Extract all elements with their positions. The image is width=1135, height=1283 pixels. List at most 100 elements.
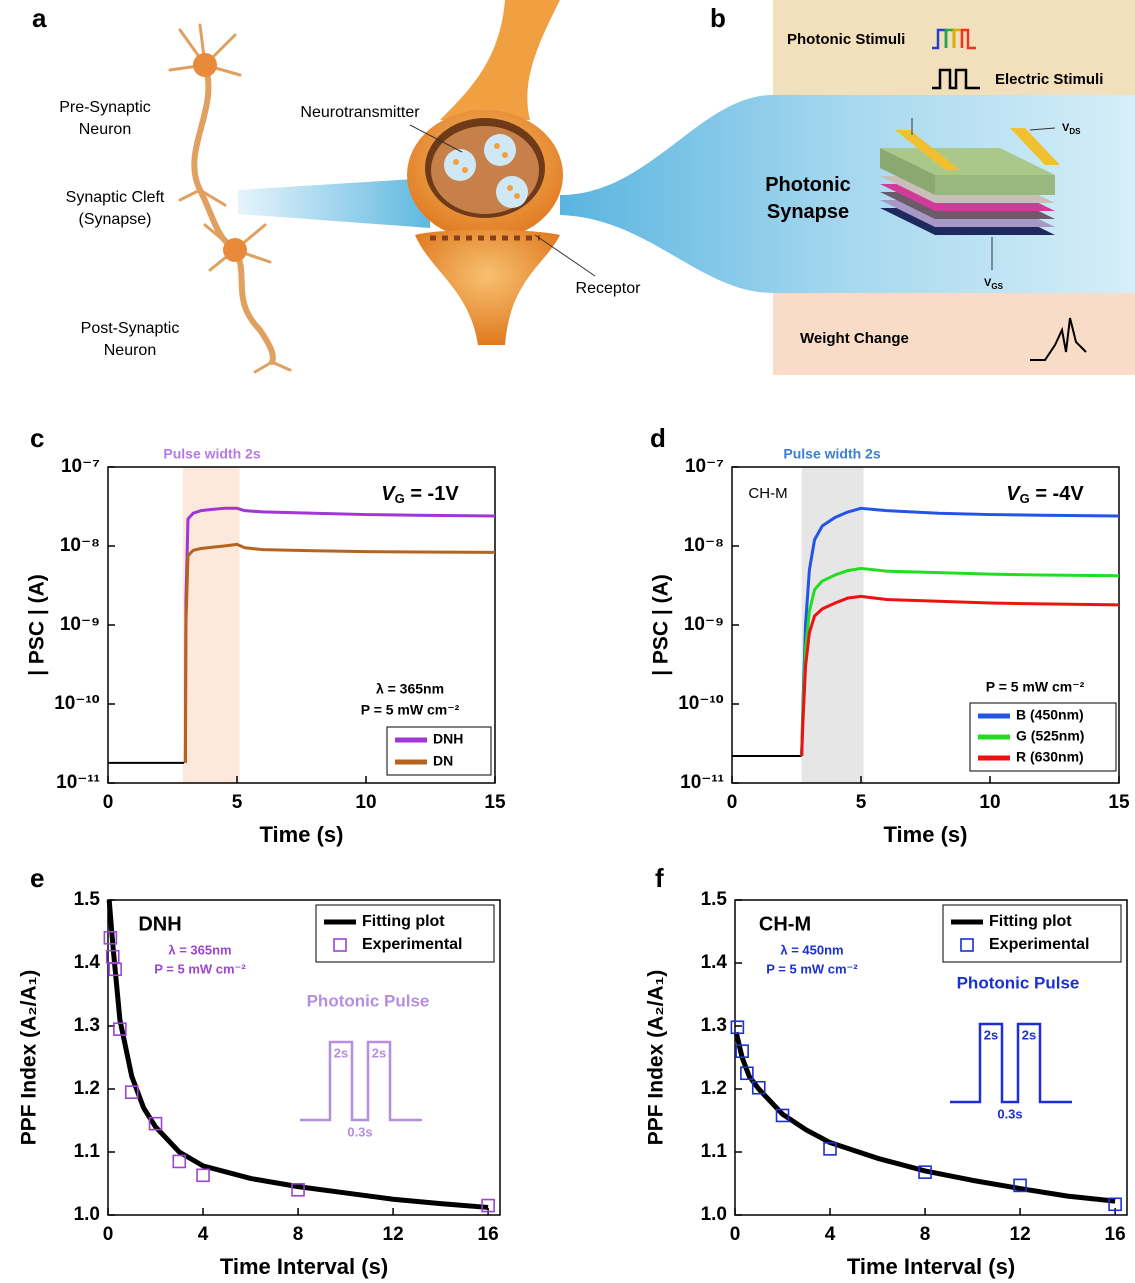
x-tick-label: 4 [198,1224,209,1245]
label: Post-Synaptic Neuron [81,320,180,359]
label-line: Photonic [765,174,851,196]
y-tick-label: 10⁻⁷ [61,456,100,477]
y-tick-label: 10⁻⁹ [684,614,724,635]
data-point [731,1021,743,1033]
wavelength-label: λ = 365nm [376,681,444,697]
panel-label: f [655,863,664,893]
soma [223,238,247,262]
pulse-width-label: 2s [372,1045,386,1060]
y-tick-label: 1.1 [701,1141,728,1162]
data-point [197,1169,209,1181]
power-label: P = 5 mW cm⁻² [361,702,460,718]
y-tick-label: 10⁻⁹ [60,614,100,635]
pulse-width-label: 2s [334,1045,348,1060]
x-axis-label: Time Interval (s) [220,1254,388,1279]
legend-label: Fitting plot [362,913,445,930]
label: Synaptic Cleft (Synapse) [66,189,165,228]
label-line: Pre-Synaptic [59,99,151,116]
x-tick-label: 12 [1010,1224,1031,1245]
legend-label: B (450nm) [1016,707,1084,723]
x-tick-label: 15 [484,792,506,813]
pulse-width-label: 2s [984,1027,998,1042]
label-line: Neuron [104,342,156,359]
subscript: G [1020,491,1030,506]
x-tick-label: 10 [355,792,376,813]
y-tick-label: 10⁻⁸ [60,535,100,556]
y-tick-label: 10⁻⁷ [685,456,724,477]
panel-label: d [650,423,666,453]
y-tick-label: 1.5 [701,889,728,910]
y-tick-label: 1.1 [74,1141,101,1162]
label: Pre-Synaptic Neuron [59,99,151,138]
x-tick-label: 16 [1105,1224,1126,1245]
y-tick-label: 1.3 [701,1015,727,1036]
label: Electric Stimuli [995,71,1103,88]
label-line: Neuron [79,121,131,138]
y-tick-label: 10⁻¹⁰ [678,693,724,714]
x-tick-label: 0 [103,792,114,813]
power-label: P = 5 mW cm⁻² [154,961,246,976]
x-tick-label: 8 [920,1224,931,1245]
subscript: GS [991,282,1003,291]
gate-voltage: VG = -4V [1006,483,1084,506]
label-line: (Synapse) [79,211,152,228]
y-axis-label: PPF Index (A₂/A₁) [18,970,41,1146]
pulse-label: Pulse width 2s [163,446,260,462]
label-line: Post-Synaptic [81,320,180,337]
pulse-shape [300,1042,422,1120]
synapse [407,0,563,345]
pulse-gap-label: 0.3s [997,1106,1022,1121]
y-tick-label: 1.0 [701,1204,727,1225]
x-tick-label: 12 [383,1224,404,1245]
y-tick-label: 1.2 [701,1078,727,1099]
x-axis-label: Time (s) [884,822,968,847]
value: = -1V [405,483,460,505]
inset-title: Photonic Pulse [307,991,430,1010]
legend-label: DN [433,753,453,769]
gate-voltage: VG = -1V [381,483,459,506]
y-axis-label: | PSC | (A) [26,574,49,676]
x-tick-label: 0 [730,1224,741,1245]
y-tick-label: 1.0 [74,1204,100,1225]
sample-label: CH-M [759,913,811,935]
x-axis-label: Time Interval (s) [847,1254,1015,1279]
pulse-width-label: 2s [1022,1027,1036,1042]
y-axis-label: PPF Index (A₂/A₁) [645,970,668,1146]
value: = -4V [1030,483,1085,505]
legend-label: Experimental [989,936,1089,953]
subscript: G [395,491,405,506]
x-tick-label: 0 [727,792,738,813]
x-tick-label: 4 [825,1224,836,1245]
y-tick-label: 10⁻⁸ [684,535,724,556]
x-tick-label: 15 [1108,792,1130,813]
power-label: P = 5 mW cm⁻² [766,961,858,976]
legend-label: Fitting plot [989,913,1072,930]
y-tick-label: 10⁻¹¹ [680,772,724,793]
legend-label: Experimental [362,936,462,953]
pulse-label: Pulse width 2s [783,446,880,462]
inset-title: Photonic Pulse [957,973,1080,992]
legend-label: R (630nm) [1016,749,1084,765]
panel-label: a [32,3,47,33]
wavelength-label: λ = 365nm [168,942,231,957]
y-tick-label: 1.5 [74,889,101,910]
subscript: DS [1069,127,1081,136]
signal-beam [238,178,430,228]
y-axis-label: | PSC | (A) [650,574,673,676]
y-tick-label: 1.3 [74,1015,100,1036]
pulse-gap-label: 0.3s [347,1124,372,1139]
x-tick-label: 5 [232,792,243,813]
pulse-shape [950,1024,1072,1102]
panel-label: c [30,423,44,453]
x-tick-label: 16 [478,1224,499,1245]
wavelength-label: λ = 450nm [780,942,843,957]
label: Photonic Stimuli [787,31,905,48]
power-label: P = 5 mW cm⁻² [986,679,1085,695]
soma [193,53,217,77]
y-tick-label: 1.2 [74,1078,100,1099]
x-tick-label: 10 [979,792,1000,813]
y-tick-label: 1.4 [701,952,728,973]
y-tick-label: 1.4 [74,952,101,973]
x-axis-label: Time (s) [260,822,344,847]
label-line: Synaptic Cleft [66,189,165,206]
